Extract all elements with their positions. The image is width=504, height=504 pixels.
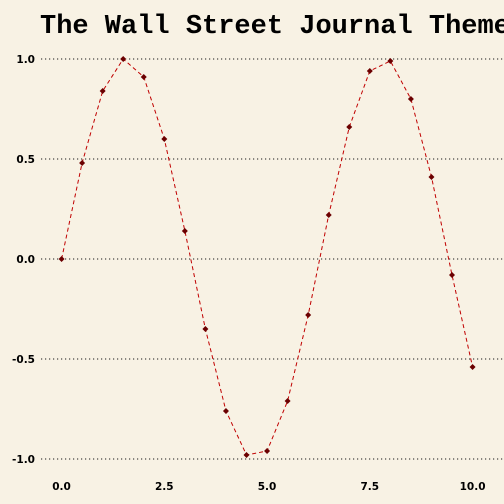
y-tick-label: 0.5 xyxy=(16,154,35,166)
data-point xyxy=(325,212,332,218)
y-tick-label: -1.0 xyxy=(12,454,35,466)
data-point xyxy=(140,74,147,80)
series-layer xyxy=(58,56,476,458)
y-tick-label: -0.5 xyxy=(12,354,35,366)
data-point xyxy=(469,364,476,370)
series-line xyxy=(61,58,474,456)
x-tick-label: 0.0 xyxy=(52,481,71,493)
data-point xyxy=(366,68,373,74)
y-tick-label: 0.0 xyxy=(16,254,35,266)
data-point xyxy=(346,124,353,130)
data-point xyxy=(387,58,394,64)
data-point xyxy=(222,408,229,414)
data-point xyxy=(305,312,312,318)
y-tick-label: 1.0 xyxy=(16,54,35,66)
y-axis-tick-labels: 1.0 0.5 0.0 -0.5 -1.0 xyxy=(12,54,35,466)
data-point xyxy=(202,326,209,332)
data-point xyxy=(120,56,127,62)
grid-lines xyxy=(41,58,504,460)
chart-title: The Wall Street Journal Theme xyxy=(40,12,504,42)
data-point xyxy=(99,88,106,94)
data-point xyxy=(181,228,188,234)
data-point xyxy=(428,174,435,180)
data-point xyxy=(264,448,271,454)
x-axis-tick-labels: 0.0 2.5 5.0 7.5 10.0 xyxy=(52,481,485,493)
x-tick-label: 2.5 xyxy=(155,481,174,493)
data-point xyxy=(79,160,86,166)
x-tick-label: 10.0 xyxy=(460,481,486,493)
x-tick-label: 7.5 xyxy=(361,481,380,493)
data-point xyxy=(161,136,168,142)
data-point xyxy=(243,452,250,458)
data-point xyxy=(449,272,456,278)
data-point xyxy=(284,398,291,404)
x-tick-label: 5.0 xyxy=(258,481,277,493)
data-point xyxy=(407,96,414,102)
data-point xyxy=(58,256,65,262)
